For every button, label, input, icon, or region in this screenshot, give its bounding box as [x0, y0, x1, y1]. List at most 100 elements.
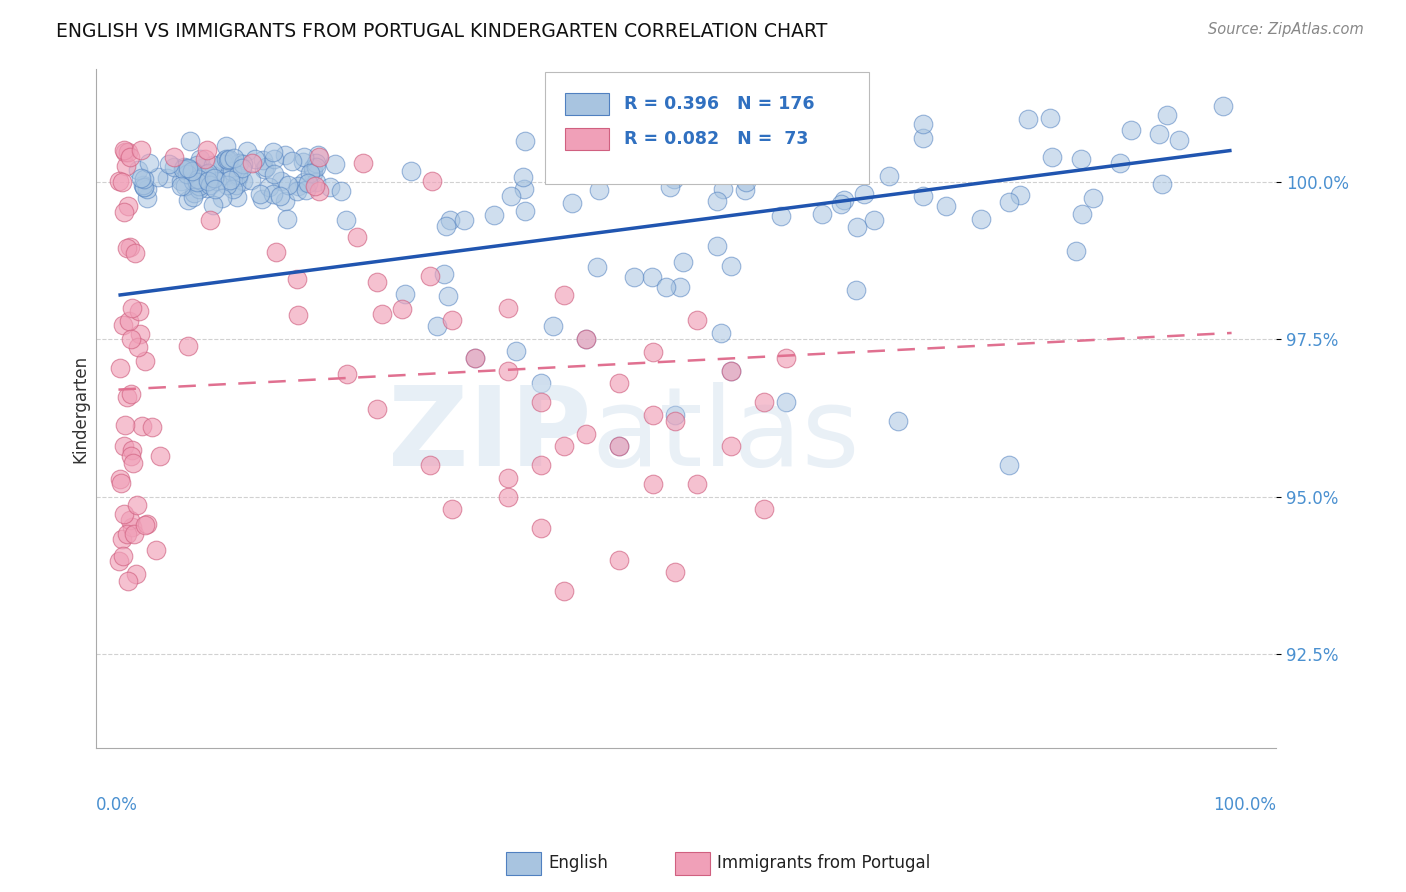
Point [530, 521, 553, 535]
Point [157, 156, 180, 170]
Point [141, 420, 163, 434]
Point [270, 174, 292, 188]
Point [187, 178, 209, 193]
Point [186, 158, 208, 172]
Point [114, 418, 136, 433]
Point [845, 283, 868, 297]
Point [394, 287, 416, 301]
Point [439, 212, 461, 227]
Point [108, 554, 131, 568]
Point [115, 526, 138, 541]
Point [515, 204, 537, 219]
Point [217, 178, 239, 193]
Point [846, 220, 869, 235]
Text: English: English [548, 855, 609, 872]
Point [775, 395, 797, 409]
Point [575, 332, 598, 346]
Point [672, 255, 695, 269]
Point [132, 172, 155, 186]
Point [156, 170, 179, 185]
Point [250, 192, 273, 206]
Point [830, 196, 852, 211]
Point [997, 194, 1019, 209]
Point [769, 209, 792, 223]
Point [177, 338, 200, 352]
Point [464, 351, 486, 365]
Point [240, 173, 263, 187]
Point [969, 211, 991, 226]
Point [115, 160, 138, 174]
Point [231, 161, 253, 175]
Point [720, 439, 742, 453]
Point [127, 163, 149, 178]
Point [108, 174, 131, 188]
Point [935, 199, 957, 213]
Point [305, 156, 328, 170]
Point [720, 364, 742, 378]
Point [181, 174, 204, 188]
Point [295, 183, 318, 197]
Point [686, 477, 709, 491]
Point [513, 181, 536, 195]
Point [129, 327, 152, 342]
Point [281, 154, 304, 169]
Point [110, 476, 132, 491]
Text: 0.0%: 0.0% [96, 796, 138, 814]
Point [108, 472, 131, 486]
Point [426, 318, 449, 333]
FancyBboxPatch shape [544, 72, 869, 184]
Point [212, 154, 235, 169]
Point [664, 414, 686, 428]
Point [228, 156, 250, 170]
Point [211, 191, 233, 205]
Point [419, 269, 441, 284]
Point [120, 449, 142, 463]
Point [264, 244, 287, 259]
Point [197, 144, 219, 158]
Point [1039, 111, 1062, 125]
Point [420, 174, 443, 188]
Point [269, 189, 291, 203]
Point [112, 144, 135, 158]
Point [132, 179, 155, 194]
Point [198, 178, 221, 192]
Point [217, 153, 239, 167]
Point [735, 175, 758, 189]
Point [125, 567, 148, 582]
Point [636, 164, 658, 178]
Point [198, 213, 221, 227]
Point [181, 190, 204, 204]
Point [243, 152, 266, 166]
Point [218, 153, 240, 167]
Point [253, 161, 276, 176]
Point [249, 187, 271, 202]
Point [307, 148, 329, 162]
Point [496, 301, 519, 315]
Point [127, 498, 149, 512]
Point [115, 241, 138, 255]
Point [120, 386, 142, 401]
Point [1070, 153, 1092, 167]
Point [1109, 155, 1132, 169]
Point [886, 414, 908, 428]
Point [1150, 177, 1173, 191]
Point [181, 164, 204, 178]
Point [853, 186, 876, 201]
Point [834, 193, 856, 207]
Point [1147, 127, 1170, 141]
Point [174, 179, 197, 194]
Point [578, 128, 600, 142]
Point [710, 326, 733, 340]
Point [441, 502, 464, 516]
Point [262, 187, 284, 202]
Point [111, 532, 134, 546]
Point [117, 145, 139, 159]
Point [305, 160, 328, 174]
Point [839, 99, 862, 113]
Point [232, 157, 254, 171]
Point [236, 145, 259, 159]
Point [308, 150, 330, 164]
Point [586, 260, 609, 274]
Point [117, 574, 139, 588]
Point [553, 584, 575, 599]
